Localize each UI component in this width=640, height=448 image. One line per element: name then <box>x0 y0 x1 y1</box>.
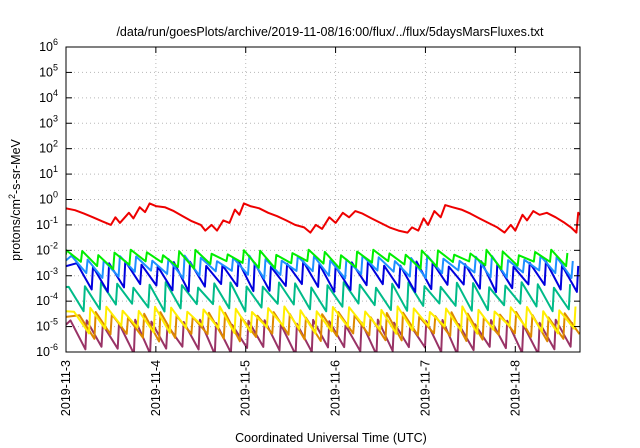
y-axis-label-suffix: -s-sr-MeV <box>9 138 23 194</box>
y-tick-label: 10-6 <box>36 342 58 359</box>
y-tick-exp: -4 <box>50 291 58 301</box>
series-line-6 <box>66 305 577 335</box>
x-tick-label: 2019-11-3 <box>59 360 73 416</box>
series-line-4 <box>66 260 580 294</box>
y-tick-exp: -1 <box>50 215 58 225</box>
y-tick-label: 104 <box>39 88 58 105</box>
y-tick-label: 100 <box>39 190 58 207</box>
series-line-5 <box>66 281 572 313</box>
y-tick-exp: 5 <box>53 62 58 72</box>
y-tick-label: 10-2 <box>36 240 58 257</box>
y-axis-label: protons/cm2-s-sr-MeV <box>7 138 23 260</box>
y-tick-base: 10 <box>39 142 53 156</box>
y-tick-exp: -3 <box>50 266 58 276</box>
series-line-1 <box>66 202 580 234</box>
y-tick-exp: 4 <box>53 88 58 98</box>
y-tick-label: 103 <box>39 113 58 130</box>
x-tick-labels: 2019-11-3 2019-11-4 2019-11-5 2019-11-6 2019… <box>59 360 522 416</box>
y-tick-label: 10-3 <box>36 266 58 283</box>
y-tick-label: 102 <box>39 139 58 156</box>
y-tick-base: 10 <box>39 116 53 130</box>
y-tick-label: 10-5 <box>36 317 58 334</box>
y-axis-label-prefix: protons/cm <box>9 199 23 261</box>
y-tick-base: 10 <box>36 243 50 257</box>
y-tick-base: 10 <box>36 218 50 232</box>
tick-marks <box>65 46 580 353</box>
x-tick-label: 2019-11-7 <box>418 360 432 416</box>
x-axis-label: Coordinated Universal Time (UTC) <box>235 431 427 445</box>
chart-title: /data/run/goesPlots/archive/2019-11-08/1… <box>116 25 544 39</box>
y-tick-base: 10 <box>39 167 53 181</box>
y-tick-exp: 3 <box>53 113 58 123</box>
y-tick-exp: 2 <box>53 139 58 149</box>
y-tick-label: 10-1 <box>36 215 58 232</box>
series-group <box>66 202 580 352</box>
y-tick-labels: 10610510410310210110010-110-210-310-410-… <box>36 37 58 359</box>
y-tick-exp: 1 <box>53 164 58 174</box>
y-tick-base: 10 <box>36 345 50 359</box>
y-tick-exp: -2 <box>50 240 58 250</box>
y-tick-base: 10 <box>36 320 50 334</box>
y-tick-exp: 0 <box>53 190 58 200</box>
y-tick-label: 105 <box>39 62 58 79</box>
y-tick-label: 101 <box>39 164 58 181</box>
series-line-3 <box>66 254 574 280</box>
y-tick-base: 10 <box>39 65 53 79</box>
y-tick-label: 10-4 <box>36 291 58 308</box>
x-tick-label: 2019-11-5 <box>239 360 253 416</box>
y-tick-base: 10 <box>36 294 50 308</box>
y-tick-base: 10 <box>39 193 53 207</box>
y-axis-label-sup: 2 <box>7 194 17 199</box>
y-tick-exp: 6 <box>53 37 58 47</box>
y-tick-exp: -6 <box>50 342 58 352</box>
x-tick-label: 2019-11-4 <box>149 360 163 416</box>
series-line-2 <box>66 248 569 271</box>
y-tick-label: 106 <box>39 37 58 54</box>
y-tick-exp: -5 <box>50 317 58 327</box>
y-tick-base: 10 <box>39 40 53 54</box>
y-tick-base: 10 <box>36 269 50 283</box>
y-tick-base: 10 <box>39 91 53 105</box>
x-tick-label: 2019-11-8 <box>508 360 522 416</box>
x-tick-label: 2019-11-6 <box>329 360 343 416</box>
